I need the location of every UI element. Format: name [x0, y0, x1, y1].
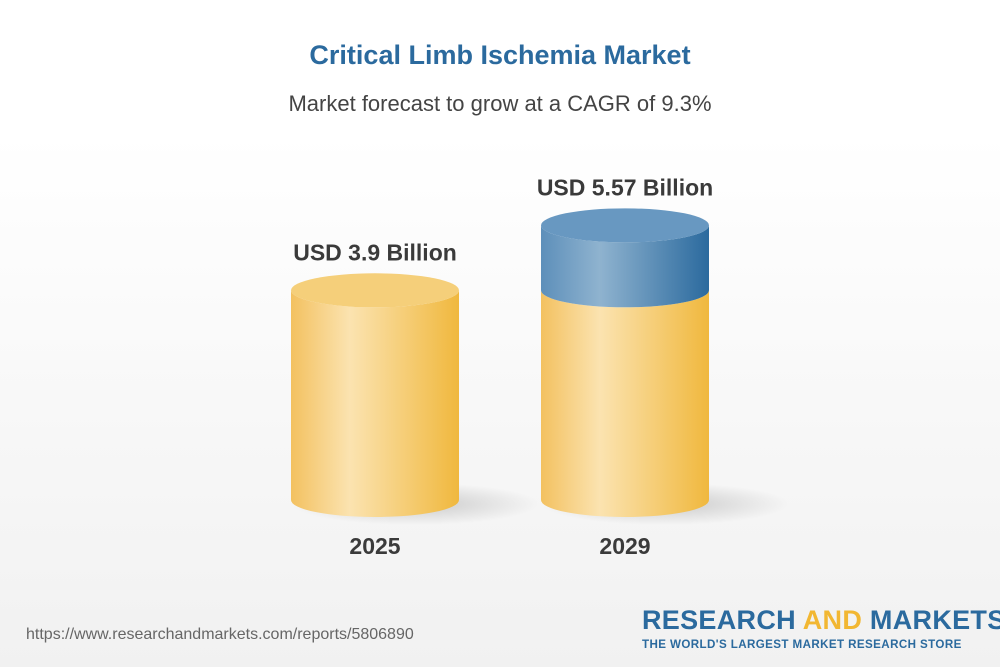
report-url[interactable]: https://www.researchandmarkets.com/repor… [26, 626, 414, 643]
cylinder-top-2029 [541, 208, 709, 243]
chart-subtitle: Market forecast to grow at a CAGR of 9.3… [288, 91, 712, 116]
cylinder-top-2025 [291, 273, 459, 308]
category-label: 2029 [599, 533, 650, 559]
research-and-markets-logo: RESEARCH AND MARKETS THE WORLD'S LARGEST… [642, 605, 1000, 651]
cylinder-growth-segment-2029 [541, 225, 709, 308]
cylinder-base-segment-2029 [541, 290, 709, 517]
cylinder-body-2025 [291, 290, 459, 517]
category-label: 2025 [349, 533, 400, 559]
data-label: USD 5.57 Billion [537, 174, 713, 200]
chart-title: Critical Limb Ischemia Market [309, 40, 691, 70]
data-label: USD 3.9 Billion [293, 239, 457, 265]
